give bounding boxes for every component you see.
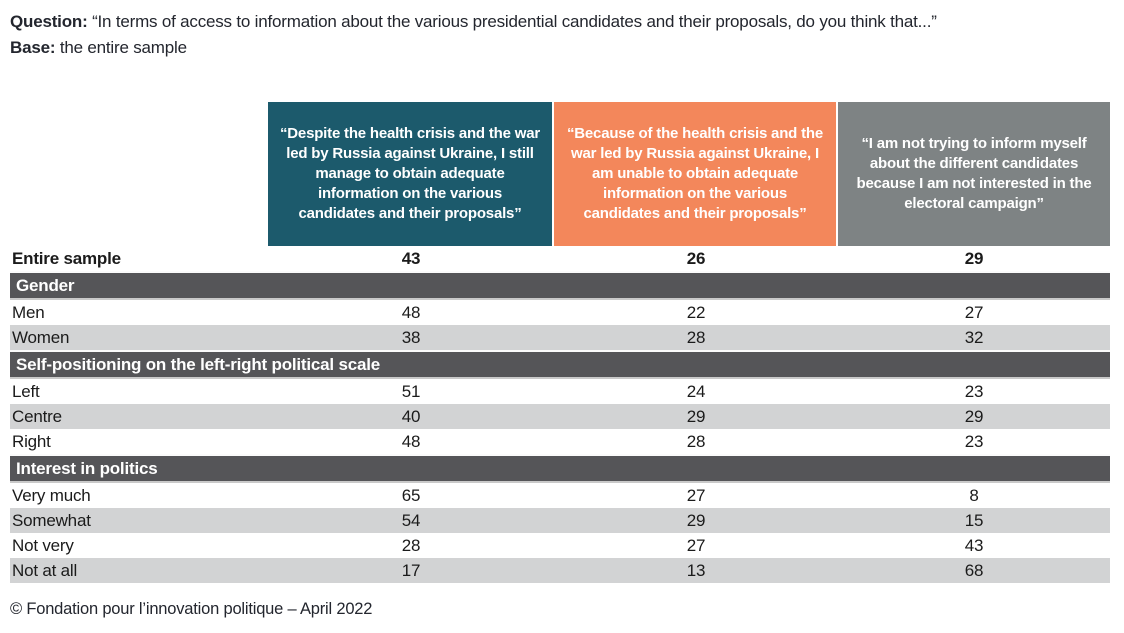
cell-value: 17: [401, 560, 421, 580]
table-row-entire-sample: Entire sample 43 26 29: [10, 246, 1110, 271]
cell-value: 48: [401, 431, 421, 451]
cell-value: 13: [686, 560, 706, 580]
table-header-row: “Despite the health crisis and the war l…: [10, 102, 1110, 246]
cell-value: 29: [686, 406, 706, 426]
cell-value: 68: [964, 560, 984, 580]
cell-value: 8: [969, 485, 979, 505]
row-label: Entire sample: [12, 248, 121, 268]
cell-value: 23: [964, 381, 984, 401]
cell-value: 43: [964, 535, 984, 555]
base-label: Base:: [10, 38, 56, 57]
column-header-still-informed: “Despite the health crisis and the war l…: [268, 102, 554, 246]
cell-value: 43: [401, 248, 421, 268]
cell-value: 40: [401, 406, 421, 426]
survey-table: “Despite the health crisis and the war l…: [10, 102, 1110, 583]
row-label: Centre: [12, 406, 62, 426]
table-row-left: Left 51 24 23: [10, 379, 1110, 404]
header-corner-spacer: [10, 102, 268, 246]
cell-value: 48: [401, 302, 421, 322]
table-row-right: Right 48 28 23: [10, 429, 1110, 454]
row-label: Right: [12, 431, 51, 451]
figure-intro: Question: “In terms of access to informa…: [0, 0, 1124, 61]
base-text: the entire sample: [59, 38, 187, 57]
cell-value: 28: [401, 535, 421, 555]
table-row-women: Women 38 28 32: [10, 325, 1110, 350]
base-line: Base: the entire sample: [10, 35, 1116, 61]
question-text: “In terms of access to information about…: [92, 12, 937, 31]
section-row-gender: Gender: [10, 271, 1110, 300]
column-header-unable-to-inform: “Because of the health crisis and the wa…: [554, 102, 838, 246]
column-header-not-interested: “I am not trying to inform myself about …: [838, 102, 1110, 246]
cell-value: 15: [964, 510, 984, 530]
section-label: Self-positioning on the left-right polit…: [16, 354, 381, 374]
table-row-somewhat: Somewhat 54 29 15: [10, 508, 1110, 533]
cell-value: 28: [686, 431, 706, 451]
section-row-interest-in-politics: Interest in politics: [10, 454, 1110, 483]
cell-value: 27: [964, 302, 984, 322]
row-label: Somewhat: [12, 510, 91, 530]
cell-value: 23: [964, 431, 984, 451]
cell-value: 29: [964, 248, 984, 268]
section-row-left-right-scale: Self-positioning on the left-right polit…: [10, 350, 1110, 379]
cell-value: 28: [686, 327, 706, 347]
cell-value: 27: [686, 535, 706, 555]
cell-value: 65: [401, 485, 421, 505]
table-row-centre: Centre 40 29 29: [10, 404, 1110, 429]
question-line: Question: “In terms of access to informa…: [10, 9, 1116, 35]
cell-value: 26: [686, 248, 706, 268]
row-label: Men: [12, 302, 45, 322]
source-credit: © Fondation pour l’innovation politique …: [10, 600, 373, 618]
cell-value: 24: [686, 381, 706, 401]
cell-value: 27: [686, 485, 706, 505]
row-label: Women: [12, 327, 70, 347]
row-label: Very much: [12, 485, 91, 505]
cell-value: 29: [964, 406, 984, 426]
cell-value: 51: [401, 381, 421, 401]
table-row-not-very: Not very 28 27 43: [10, 533, 1110, 558]
cell-value: 32: [964, 327, 984, 347]
section-label: Gender: [16, 275, 75, 295]
question-label: Question:: [10, 12, 88, 31]
cell-value: 38: [401, 327, 421, 347]
table-row-very-much: Very much 65 27 8: [10, 483, 1110, 508]
row-label: Left: [12, 381, 40, 401]
cell-value: 54: [401, 510, 421, 530]
row-label: Not at all: [12, 560, 78, 580]
table-row-not-at-all: Not at all 17 13 68: [10, 558, 1110, 583]
section-label: Interest in politics: [16, 458, 158, 478]
cell-value: 22: [686, 302, 706, 322]
table-row-men: Men 48 22 27: [10, 300, 1110, 325]
row-label: Not very: [12, 535, 74, 555]
cell-value: 29: [686, 510, 706, 530]
